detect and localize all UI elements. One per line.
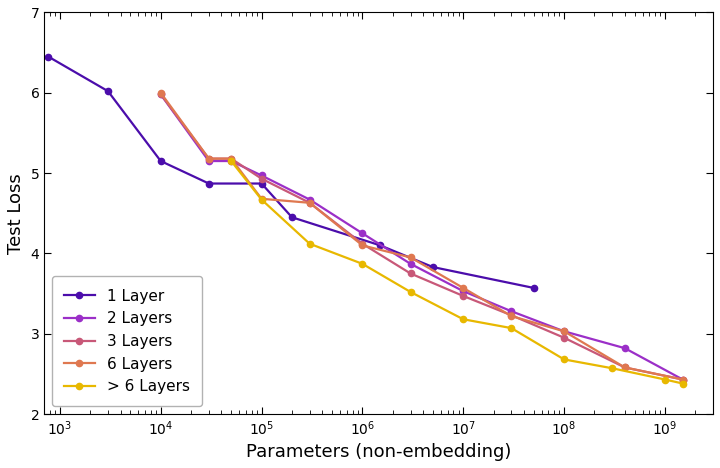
> 6 Layers xyxy=(358,261,366,267)
2 Layers xyxy=(305,197,314,202)
Y-axis label: Test Loss: Test Loss xyxy=(7,173,25,254)
1 Layer xyxy=(257,181,266,186)
2 Layers xyxy=(204,158,213,164)
6 Layers xyxy=(559,329,568,334)
> 6 Layers xyxy=(661,377,670,382)
3 Layers xyxy=(204,156,213,161)
3 Layers xyxy=(257,176,266,182)
3 Layers xyxy=(358,241,366,247)
6 Layers xyxy=(156,90,165,95)
2 Layers xyxy=(507,308,516,314)
2 Layers xyxy=(678,377,687,382)
3 Layers xyxy=(507,313,516,318)
2 Layers xyxy=(257,173,266,178)
1 Layer xyxy=(44,54,53,59)
> 6 Layers xyxy=(305,241,314,247)
6 Layers xyxy=(305,200,314,205)
1 Layer xyxy=(428,264,437,270)
2 Layers xyxy=(358,231,366,236)
6 Layers xyxy=(406,255,415,260)
3 Layers xyxy=(227,156,235,161)
3 Layers xyxy=(621,365,629,370)
> 6 Layers xyxy=(559,357,568,362)
3 Layers xyxy=(406,271,415,276)
3 Layers xyxy=(459,293,467,299)
1 Layer xyxy=(156,158,165,164)
6 Layers xyxy=(227,156,235,161)
2 Layers xyxy=(156,92,165,97)
3 Layers xyxy=(678,377,687,382)
2 Layers xyxy=(227,158,235,164)
2 Layers xyxy=(559,329,568,334)
6 Layers xyxy=(459,285,467,291)
> 6 Layers xyxy=(459,316,467,322)
Line: 2 Layers: 2 Layers xyxy=(158,91,686,383)
> 6 Layers xyxy=(406,289,415,295)
> 6 Layers xyxy=(608,366,616,371)
3 Layers xyxy=(559,335,568,341)
1 Layer xyxy=(529,285,538,291)
3 Layers xyxy=(156,92,165,97)
> 6 Layers xyxy=(257,197,266,202)
Line: 3 Layers: 3 Layers xyxy=(158,91,686,383)
Line: > 6 Layers: > 6 Layers xyxy=(228,158,686,387)
Line: 6 Layers: 6 Layers xyxy=(158,90,686,383)
6 Layers xyxy=(507,313,516,319)
6 Layers xyxy=(257,196,266,202)
1 Layer xyxy=(104,88,112,94)
2 Layers xyxy=(459,288,467,294)
6 Layers xyxy=(678,377,687,382)
> 6 Layers xyxy=(678,380,687,386)
2 Layers xyxy=(406,261,415,267)
Line: 1 Layer: 1 Layer xyxy=(45,53,537,291)
6 Layers xyxy=(358,242,366,248)
1 Layer xyxy=(287,214,296,220)
6 Layers xyxy=(204,156,213,161)
> 6 Layers xyxy=(507,325,516,331)
6 Layers xyxy=(621,365,629,370)
2 Layers xyxy=(621,345,629,351)
3 Layers xyxy=(305,200,314,205)
Legend: 1 Layer, 2 Layers, 3 Layers, 6 Layers, > 6 Layers: 1 Layer, 2 Layers, 3 Layers, 6 Layers, >… xyxy=(52,277,202,406)
1 Layer xyxy=(204,181,213,186)
1 Layer xyxy=(376,242,384,248)
X-axis label: Parameters (non-embedding): Parameters (non-embedding) xyxy=(246,443,511,461)
> 6 Layers xyxy=(227,158,235,164)
